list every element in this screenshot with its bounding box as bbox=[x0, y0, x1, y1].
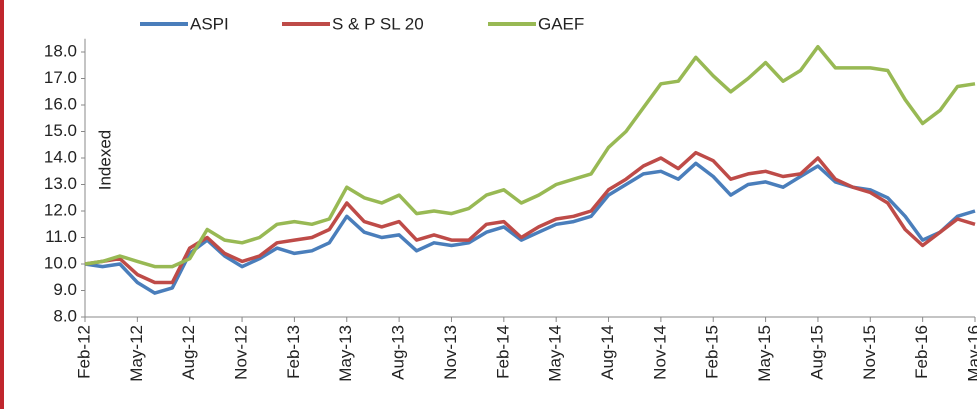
series-line bbox=[84, 44, 976, 269]
x-tick-label: May-14 bbox=[546, 325, 565, 382]
y-tick-label: 18.0 bbox=[44, 41, 77, 60]
x-tick-label: Aug-14 bbox=[598, 325, 617, 380]
x-tick-label: Feb-13 bbox=[284, 325, 303, 379]
x-tick-label: Nov-13 bbox=[441, 325, 460, 380]
y-tick-label: 12.0 bbox=[44, 200, 77, 219]
x-tick-label: Feb-14 bbox=[493, 325, 512, 379]
y-tick-label: 9.0 bbox=[53, 280, 77, 299]
y-tick-label: 15.0 bbox=[44, 121, 77, 140]
x-tick-label: May-13 bbox=[336, 325, 355, 382]
x-tick-label: Aug-12 bbox=[179, 325, 198, 380]
y-axis-label: Indexed bbox=[95, 130, 114, 191]
x-tick-label: May-15 bbox=[755, 325, 774, 382]
x-tick-label: Feb-12 bbox=[74, 325, 93, 379]
legend-label: S & P SL 20 bbox=[332, 14, 424, 33]
y-tick-label: 11.0 bbox=[45, 227, 77, 246]
x-tick-label: Nov-15 bbox=[860, 325, 879, 380]
x-tick-label: Nov-12 bbox=[232, 325, 251, 380]
y-tick-label: 16.0 bbox=[44, 94, 77, 113]
edge-strip bbox=[0, 0, 4, 409]
series-line bbox=[84, 150, 976, 285]
y-tick-label: 13.0 bbox=[44, 174, 77, 193]
y-tick-label: 17.0 bbox=[44, 68, 77, 87]
legend-label: ASPI bbox=[190, 14, 229, 33]
series-line bbox=[84, 161, 976, 295]
x-tick-label: May-12 bbox=[127, 325, 146, 382]
x-tick-label: Aug-15 bbox=[807, 325, 826, 380]
x-tick-label: Feb-15 bbox=[703, 325, 722, 379]
legend-label: GAEF bbox=[538, 14, 584, 33]
x-tick-label: Feb-16 bbox=[912, 325, 931, 379]
x-tick-label: Aug-13 bbox=[389, 325, 408, 380]
y-tick-label: 10.0 bbox=[44, 253, 77, 272]
x-tick-label: May-16 bbox=[964, 325, 977, 382]
x-tick-label: Nov-14 bbox=[650, 325, 669, 380]
y-tick-label: 14.0 bbox=[44, 147, 77, 166]
y-tick-label: 8.0 bbox=[53, 306, 77, 325]
